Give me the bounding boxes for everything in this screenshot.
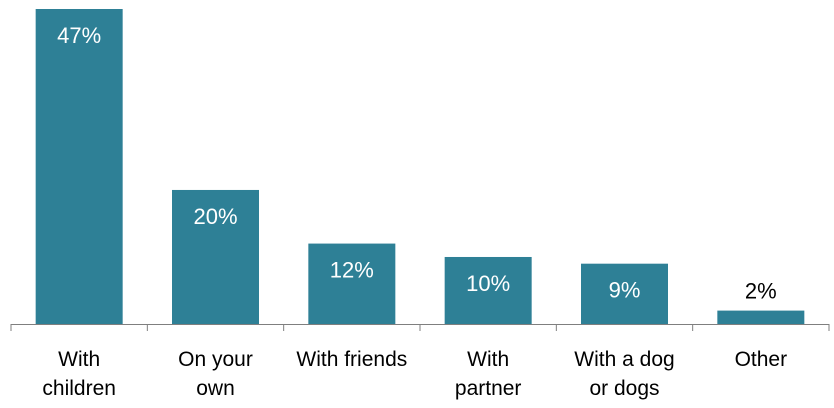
data-label-4: 9% [609, 278, 641, 303]
bar-4 [581, 263, 668, 324]
data-label-2: 12% [330, 258, 374, 283]
x-axis [10, 324, 830, 331]
category-label-line: With friends [296, 348, 407, 371]
bar-3 [444, 256, 532, 324]
category-label-line: With [58, 348, 100, 371]
bar-2 [308, 243, 396, 324]
category-label-4: With a dog or dogs [574, 348, 674, 400]
bar-1 [172, 189, 259, 324]
bars-layer [35, 9, 805, 324]
category-label-2: With friends [296, 348, 407, 371]
data-label-3: 10% [466, 271, 510, 296]
data-label-5: 2% [745, 279, 777, 304]
bar-0 [35, 9, 123, 324]
category-label-line: Other [735, 348, 788, 371]
category-labels-layer: With children On your own With friends With pa… [42, 348, 787, 400]
category-label-3: With partner [455, 348, 522, 400]
category-label-0: With children [42, 348, 116, 400]
category-label-line: partner [455, 377, 522, 400]
category-label-line: or dogs [589, 377, 659, 400]
category-label-5: Other [735, 348, 788, 371]
category-label-line: On your [178, 348, 253, 371]
category-label-line: children [42, 377, 116, 400]
data-label-1: 20% [193, 204, 237, 229]
category-label-line: own [196, 377, 235, 400]
category-label-line: With [467, 348, 509, 371]
bar-5 [717, 310, 805, 324]
category-label-line: With a dog [574, 348, 674, 371]
data-labels-layer: 47% 20% 12% 10% 9% 2% [57, 23, 777, 304]
category-label-1: On your own [178, 348, 253, 400]
data-label-0: 47% [57, 23, 101, 48]
